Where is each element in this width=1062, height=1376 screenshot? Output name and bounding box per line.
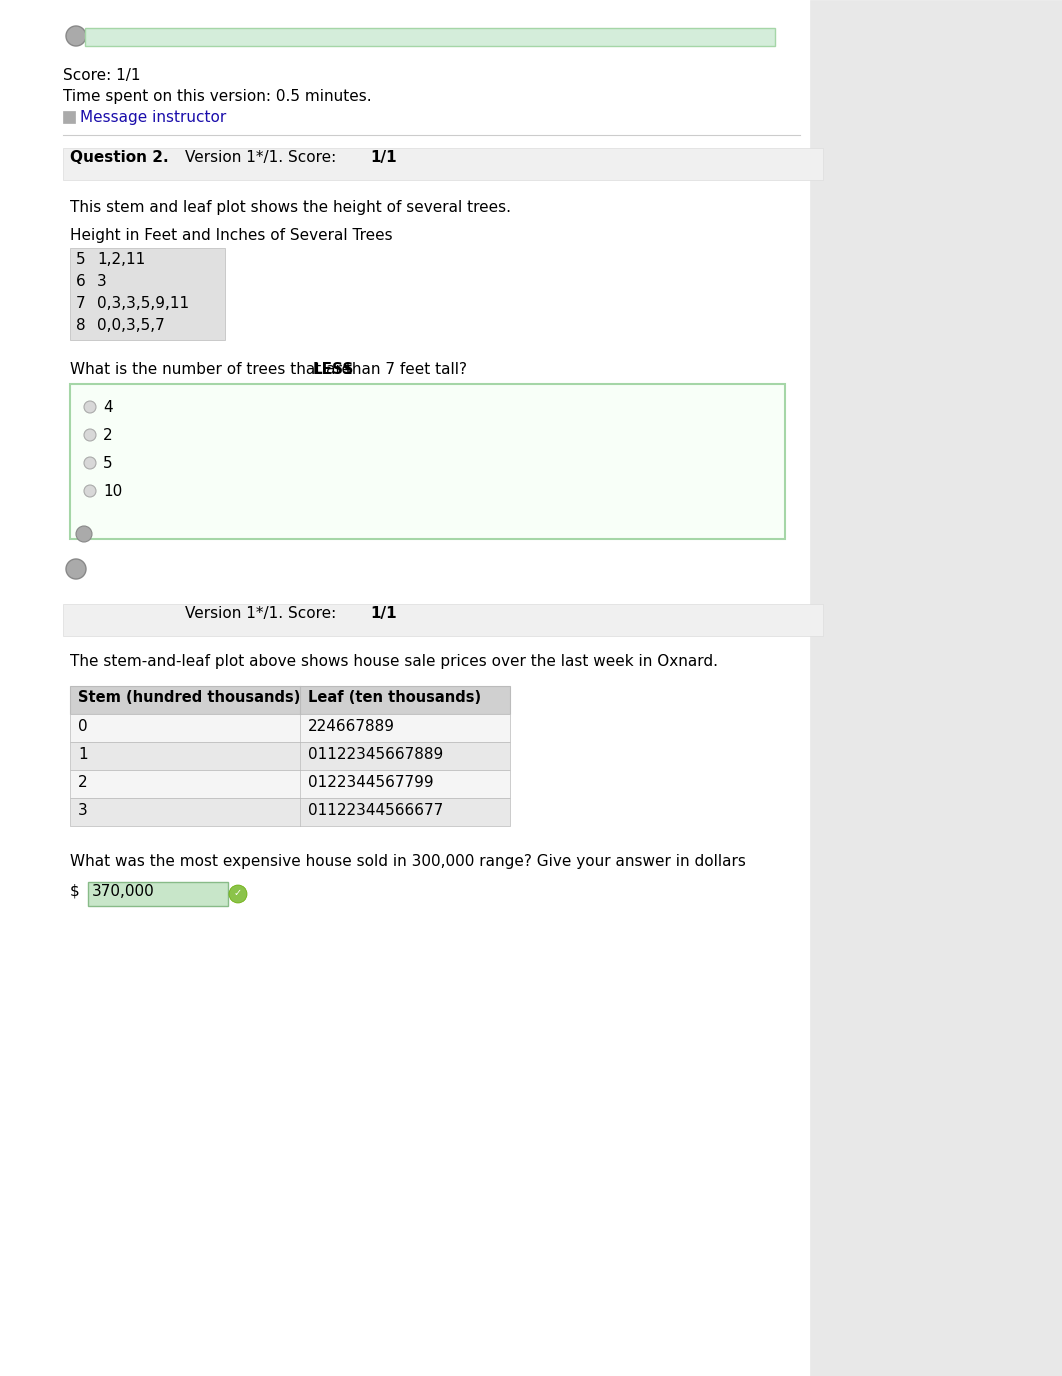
Bar — [85, 28, 775, 45]
Text: 6: 6 — [76, 274, 86, 289]
Bar — [70, 771, 510, 798]
Text: 5: 5 — [103, 455, 113, 471]
Text: 0,3,3,5,9,11: 0,3,3,5,9,11 — [97, 296, 189, 311]
Text: 10: 10 — [103, 484, 122, 499]
Text: 4: 4 — [103, 400, 113, 416]
Text: 1/1: 1/1 — [370, 150, 396, 165]
Text: 0,0,3,5,7: 0,0,3,5,7 — [97, 318, 165, 333]
Text: What was the most expensive house sold in 300,000 range? Give your answer in dol: What was the most expensive house sold i… — [70, 854, 746, 870]
Text: 5: 5 — [76, 252, 86, 267]
Bar — [63, 604, 823, 636]
Text: Time spent on this version: 0.5 minutes.: Time spent on this version: 0.5 minutes. — [63, 89, 372, 105]
Circle shape — [66, 26, 86, 45]
Bar — [70, 714, 510, 742]
Text: $: $ — [70, 883, 80, 899]
Text: Version 1*/1. Score:: Version 1*/1. Score: — [185, 605, 341, 621]
Circle shape — [84, 400, 96, 413]
Text: This stem and leaf plot shows the height of several trees.: This stem and leaf plot shows the height… — [70, 200, 511, 215]
Text: 0: 0 — [78, 720, 88, 733]
Bar — [88, 882, 228, 905]
Text: 1: 1 — [78, 747, 88, 762]
Text: Height in Feet and Inches of Several Trees: Height in Feet and Inches of Several Tre… — [70, 228, 393, 244]
Circle shape — [84, 457, 96, 469]
Text: The stem-and-leaf plot above shows house sale prices over the last week in Oxnar: The stem-and-leaf plot above shows house… — [70, 654, 718, 669]
Text: 1/1: 1/1 — [370, 605, 396, 621]
Text: 01122345667889: 01122345667889 — [308, 747, 443, 762]
Text: LESS: LESS — [312, 362, 354, 377]
Text: Version 1*/1. Score:: Version 1*/1. Score: — [185, 150, 341, 165]
Bar — [63, 149, 823, 180]
Bar — [63, 111, 75, 122]
Text: Message instructor: Message instructor — [80, 110, 226, 125]
Bar — [70, 384, 785, 539]
Bar — [70, 248, 225, 340]
Text: 01122344566677: 01122344566677 — [308, 804, 443, 817]
Text: 7: 7 — [76, 296, 86, 311]
Circle shape — [229, 885, 247, 903]
Text: 224667889: 224667889 — [308, 720, 395, 733]
Text: than 7 feet tall?: than 7 feet tall? — [341, 362, 467, 377]
Bar — [70, 798, 510, 826]
Text: 3: 3 — [97, 274, 107, 289]
Text: Question 2.: Question 2. — [70, 150, 169, 165]
Text: 0122344567799: 0122344567799 — [308, 775, 433, 790]
Text: 2: 2 — [78, 775, 88, 790]
Circle shape — [84, 484, 96, 497]
Bar — [70, 742, 510, 771]
Text: 8: 8 — [76, 318, 86, 333]
Circle shape — [84, 429, 96, 440]
Text: Stem (hundred thousands): Stem (hundred thousands) — [78, 689, 301, 705]
Text: 370,000: 370,000 — [92, 883, 155, 899]
Text: 3: 3 — [78, 804, 88, 817]
Text: Score: 1/1: Score: 1/1 — [63, 67, 140, 83]
Text: 2: 2 — [103, 428, 113, 443]
Text: What is the number of trees that are: What is the number of trees that are — [70, 362, 356, 377]
Text: ✓: ✓ — [234, 888, 242, 899]
Text: 1,2,11: 1,2,11 — [97, 252, 145, 267]
Bar — [810, 0, 1062, 1376]
Text: Leaf (ten thousands): Leaf (ten thousands) — [308, 689, 481, 705]
Bar — [70, 687, 510, 714]
Circle shape — [76, 526, 92, 542]
Circle shape — [66, 559, 86, 579]
